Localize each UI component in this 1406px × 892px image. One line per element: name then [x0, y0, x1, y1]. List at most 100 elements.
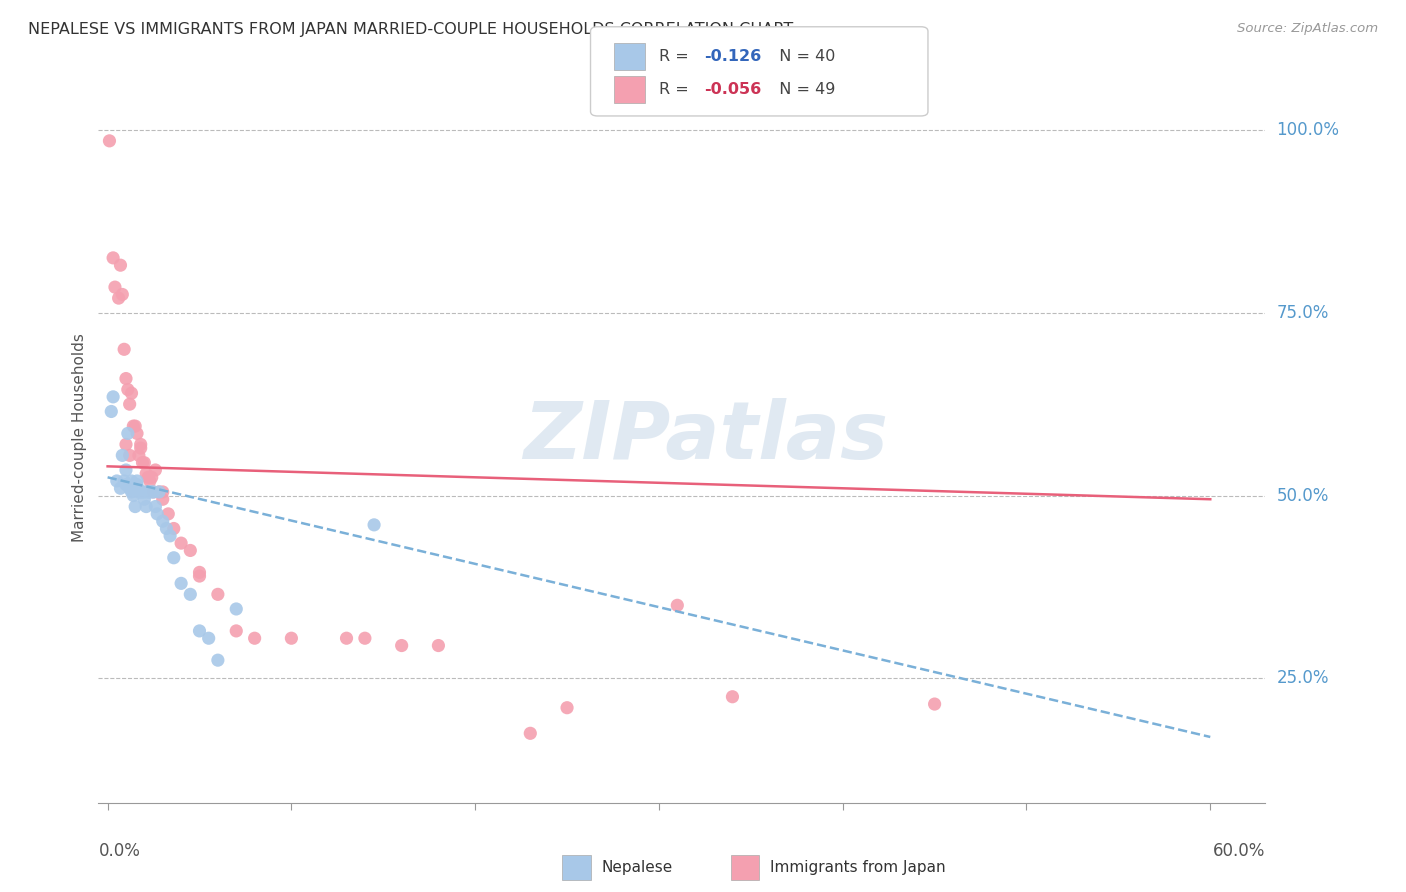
- Point: [101, 251, 124, 265]
- Point: [134, 492, 156, 507]
- Point: [148, 485, 170, 500]
- Point: [145, 463, 167, 477]
- Point: [280, 632, 302, 646]
- Point: [243, 632, 266, 646]
- Point: [146, 507, 169, 521]
- Point: [121, 474, 143, 488]
- Point: [188, 569, 211, 583]
- Point: [134, 485, 156, 500]
- Text: -0.056: -0.056: [704, 82, 762, 96]
- Text: Nepalese: Nepalese: [602, 860, 673, 874]
- Point: [98, 134, 121, 148]
- Point: [207, 587, 229, 601]
- Point: [115, 437, 138, 451]
- Point: [111, 287, 134, 301]
- Point: [721, 690, 744, 704]
- Point: [107, 291, 129, 305]
- Point: [363, 517, 385, 532]
- Point: [148, 485, 170, 500]
- Point: [110, 258, 132, 272]
- Point: [155, 521, 177, 535]
- Point: [136, 485, 159, 500]
- Point: [170, 536, 193, 550]
- Point: [117, 383, 139, 397]
- Point: [555, 700, 578, 714]
- Point: [391, 639, 413, 653]
- Point: [118, 481, 141, 495]
- Point: [134, 456, 156, 470]
- Y-axis label: Married-couple Households: Married-couple Households: [72, 333, 87, 541]
- Point: [207, 653, 229, 667]
- Point: [124, 500, 146, 514]
- Point: [118, 448, 141, 462]
- Text: 75.0%: 75.0%: [1277, 304, 1329, 322]
- Point: [101, 390, 124, 404]
- Point: [128, 485, 150, 500]
- Point: [335, 632, 357, 646]
- Text: 60.0%: 60.0%: [1213, 842, 1265, 860]
- Point: [197, 632, 219, 646]
- Text: N = 40: N = 40: [769, 49, 835, 63]
- Text: ZIPatlas: ZIPatlas: [523, 398, 887, 476]
- Point: [129, 485, 152, 500]
- Text: Immigrants from Japan: Immigrants from Japan: [770, 860, 946, 874]
- Point: [122, 489, 145, 503]
- Point: [142, 485, 165, 500]
- Point: [163, 550, 186, 565]
- Text: 25.0%: 25.0%: [1277, 670, 1329, 688]
- Text: Source: ZipAtlas.com: Source: ZipAtlas.com: [1237, 22, 1378, 36]
- Point: [145, 500, 167, 514]
- Point: [157, 507, 180, 521]
- Point: [188, 566, 211, 580]
- Point: [924, 697, 946, 711]
- Point: [121, 485, 143, 500]
- Text: 0.0%: 0.0%: [98, 842, 141, 860]
- Text: R =: R =: [659, 82, 699, 96]
- Point: [115, 463, 138, 477]
- Text: -0.126: -0.126: [704, 49, 762, 63]
- Point: [124, 419, 146, 434]
- Point: [179, 543, 201, 558]
- Point: [129, 441, 152, 455]
- Text: NEPALESE VS IMMIGRANTS FROM JAPAN MARRIED-COUPLE HOUSEHOLDS CORRELATION CHART: NEPALESE VS IMMIGRANTS FROM JAPAN MARRIE…: [28, 22, 793, 37]
- Point: [110, 481, 132, 495]
- Point: [112, 343, 135, 357]
- Point: [125, 426, 148, 441]
- Point: [118, 397, 141, 411]
- Point: [225, 624, 247, 638]
- Point: [427, 639, 450, 653]
- Point: [100, 404, 122, 418]
- Point: [152, 492, 174, 507]
- Point: [112, 474, 135, 488]
- Point: [135, 500, 157, 514]
- Point: [115, 477, 138, 491]
- Text: R =: R =: [659, 49, 699, 63]
- Point: [519, 726, 541, 740]
- Point: [129, 437, 152, 451]
- Point: [139, 485, 162, 500]
- Point: [125, 477, 148, 491]
- Point: [163, 521, 186, 535]
- Point: [128, 448, 150, 462]
- Point: [131, 485, 153, 500]
- Point: [152, 485, 174, 500]
- Point: [354, 632, 377, 646]
- Point: [152, 514, 174, 528]
- Point: [225, 602, 247, 616]
- Point: [121, 386, 143, 401]
- Point: [115, 371, 138, 385]
- Point: [139, 474, 162, 488]
- Point: [111, 448, 134, 462]
- Point: [141, 485, 163, 500]
- Text: N = 49: N = 49: [769, 82, 835, 96]
- Point: [666, 599, 689, 613]
- Point: [188, 624, 211, 638]
- Point: [179, 587, 201, 601]
- Text: 100.0%: 100.0%: [1277, 121, 1340, 139]
- Point: [104, 280, 127, 294]
- Point: [135, 467, 157, 481]
- Point: [122, 419, 145, 434]
- Point: [142, 485, 165, 500]
- Point: [105, 474, 128, 488]
- Point: [136, 470, 159, 484]
